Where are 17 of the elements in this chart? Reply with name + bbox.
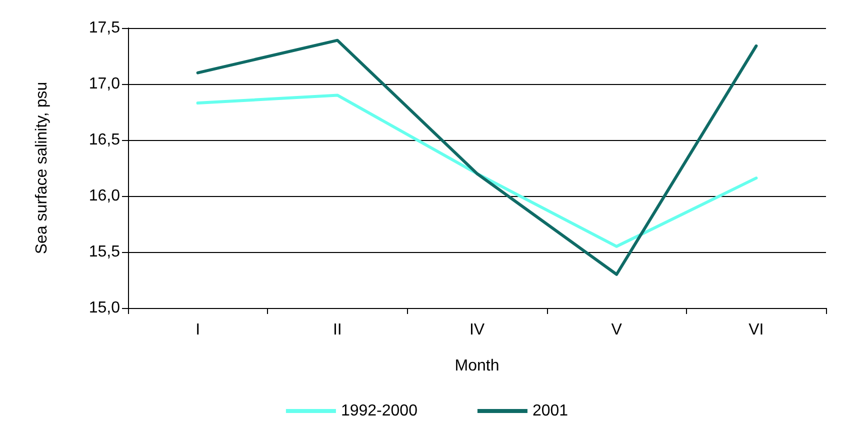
x-tick-label: V: [611, 322, 622, 338]
x-tick-label: II: [332, 322, 342, 338]
x-tick-label: I: [196, 322, 200, 338]
y-axis-title: Sea surface salinity, psu: [34, 82, 50, 254]
legend-label: 2001: [532, 402, 568, 420]
line-series: [196, 94, 758, 248]
y-tick-label: 15,5: [88, 244, 120, 260]
line-series: [196, 38, 758, 276]
x-tick-label: IV: [469, 322, 485, 338]
y-tick-label: 17,0: [88, 76, 120, 92]
legend-label: 1992-2000: [340, 402, 418, 420]
y-tick-label: 15,0: [88, 300, 120, 316]
x-tick-label: VI: [748, 322, 764, 338]
y-tick-label: 16,0: [88, 188, 120, 204]
y-tick-label: 16,5: [88, 132, 120, 148]
x-axis-title: Month: [454, 358, 500, 374]
y-tick-label: 17,5: [88, 20, 120, 36]
